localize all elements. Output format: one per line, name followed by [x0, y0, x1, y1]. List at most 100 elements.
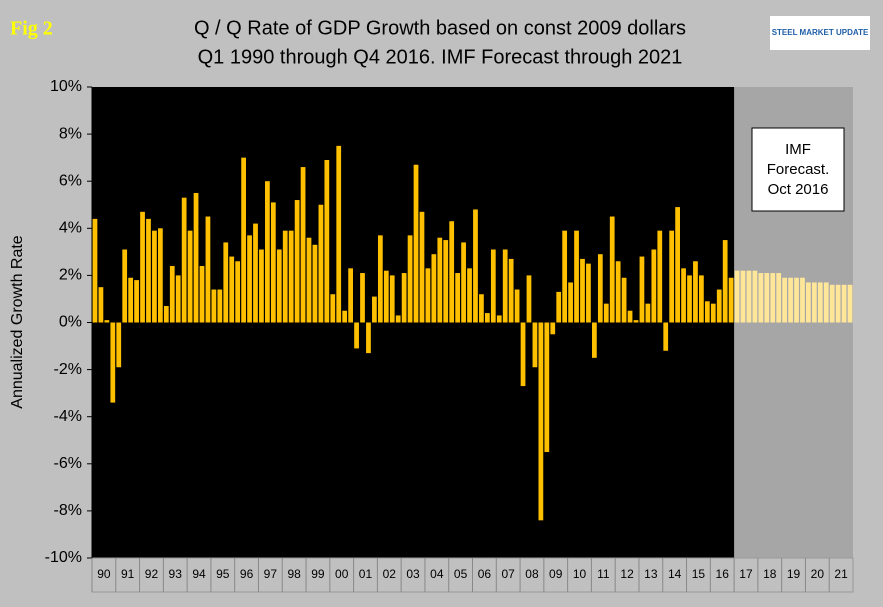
bar: [336, 145, 342, 323]
x-tick-label: 08: [525, 567, 539, 581]
bar: [461, 242, 466, 323]
bar: [746, 270, 752, 323]
bar: [306, 237, 312, 323]
bar: [776, 273, 782, 323]
y-tick-label: -6%: [54, 455, 82, 472]
bar: [92, 218, 98, 323]
bar: [687, 275, 692, 323]
bar: [639, 256, 645, 323]
figure-label: Fig 2: [10, 18, 53, 40]
bar: [425, 268, 431, 323]
x-tick-label: 96: [240, 567, 254, 581]
y-tick-label: 8%: [59, 125, 82, 142]
bar: [627, 310, 633, 323]
bar: [259, 249, 264, 323]
bar: [722, 240, 728, 323]
chart-subtitle: Q1 1990 through Q4 2016. IMF Forecast th…: [198, 46, 683, 68]
bar: [609, 216, 615, 323]
x-tick-label: 02: [383, 567, 397, 581]
bar: [128, 277, 134, 323]
x-tick-label: 05: [454, 567, 468, 581]
annotation-text: IMF: [785, 141, 811, 158]
x-tick-label: 97: [264, 567, 278, 581]
bar: [728, 277, 734, 323]
bar: [265, 181, 270, 323]
bar: [383, 270, 389, 323]
bar: [217, 289, 223, 323]
x-tick-label: 11: [597, 567, 610, 581]
bar: [157, 228, 163, 323]
bar: [490, 249, 496, 323]
bar: [675, 207, 680, 323]
bar: [473, 209, 478, 323]
bar: [645, 303, 651, 323]
bar: [574, 230, 579, 323]
y-tick-label: 6%: [59, 172, 82, 189]
bar: [443, 240, 449, 323]
bar: [663, 322, 669, 351]
bar: [253, 223, 258, 323]
bar: [187, 230, 193, 323]
x-tick-label: 17: [739, 567, 753, 581]
bar: [710, 303, 716, 323]
bar: [770, 273, 776, 323]
bar: [544, 322, 550, 453]
bar: [199, 265, 205, 323]
x-tick-label: 14: [668, 567, 682, 581]
bar: [193, 192, 199, 323]
bar: [782, 277, 788, 323]
x-tick-label: 98: [287, 567, 301, 581]
bar: [431, 254, 437, 323]
y-tick-label: 2%: [59, 267, 82, 284]
x-tick-label: 07: [501, 567, 515, 581]
bar: [211, 289, 217, 323]
x-tick-label: 90: [97, 567, 111, 581]
x-tick-label: 94: [192, 567, 206, 581]
x-tick-label: 06: [478, 567, 492, 581]
bar: [205, 216, 211, 323]
x-tick-label: 95: [216, 567, 230, 581]
bar: [140, 211, 145, 323]
bar: [229, 256, 235, 323]
bar: [366, 322, 371, 354]
bar: [455, 273, 461, 323]
bar: [247, 235, 252, 323]
x-tick-label: 13: [644, 567, 658, 581]
logo-box: [770, 16, 870, 50]
bar: [716, 289, 722, 323]
y-tick-label: -10%: [45, 549, 82, 566]
bar: [241, 157, 246, 323]
bar: [657, 230, 663, 323]
y-tick-label: 10%: [50, 78, 82, 95]
annotation-box: [751, 127, 845, 212]
bar: [484, 313, 490, 323]
bar: [282, 230, 288, 323]
bar: [152, 230, 157, 323]
bar: [437, 237, 443, 323]
x-tick-label: 01: [359, 567, 373, 581]
bar: [354, 322, 359, 349]
bar: [449, 221, 455, 323]
bar: [270, 202, 276, 323]
bar: [122, 249, 128, 323]
bar: [829, 284, 835, 323]
x-tick-label: 93: [169, 567, 183, 581]
x-tick-label: 18: [763, 567, 777, 581]
bar: [847, 284, 853, 323]
bar: [116, 322, 122, 368]
x-tick-label: 00: [335, 567, 349, 581]
bar: [532, 322, 538, 368]
logo: STEEL MARKET UPDATE: [772, 28, 869, 37]
bar: [526, 275, 532, 323]
bar: [764, 273, 770, 323]
bar: [401, 273, 407, 323]
bar: [104, 320, 110, 323]
bar: [681, 268, 686, 323]
bar: [586, 263, 591, 323]
bar: [181, 197, 187, 323]
x-tick-label: 91: [121, 567, 135, 581]
bar: [508, 258, 514, 323]
bar: [110, 322, 116, 403]
